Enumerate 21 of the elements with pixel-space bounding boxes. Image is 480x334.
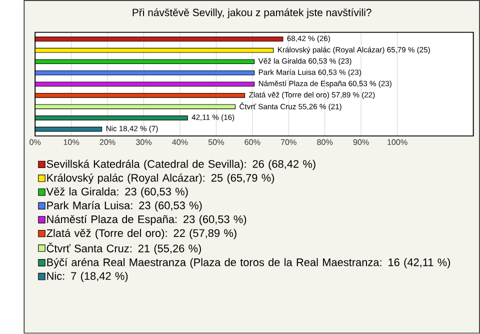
- legend-label: Královský palác (Royal Alcázar): 25 (65,79 %): [47, 174, 274, 184]
- legend-label: Náměstí Plaza de España: 23 (60,53 %): [47, 215, 246, 226]
- x-tick-label: 40%: [172, 139, 188, 146]
- chart-title: Při návštěvě Sevilly, jakou z památek jste navštívili?: [132, 8, 372, 18]
- x-tick-label: 50%: [208, 139, 224, 146]
- legend-label: Věž la Giralda: 23 (60,53 %): [46, 188, 188, 198]
- legend-label: Býčí aréna Real Maestranza (Plaza de toros de la Real Maestranza: 16 (42,11 %): [47, 258, 450, 268]
- legend-label: Sevillská Katedrála (Catedral de Sevilla): 26 (68,42 %): [46, 160, 316, 170]
- legend-label: Zlatá věž (Torre del oro): 22 (57,89 %): [46, 228, 236, 240]
- x-tick-label: 60%: [244, 139, 260, 146]
- x-tick-label: 100%: [388, 139, 408, 146]
- x-tick-label: 90%: [353, 139, 369, 146]
- x-tick-label: 0%: [30, 139, 41, 146]
- x-tick-label: 70%: [280, 139, 296, 146]
- legend-label: Park María Luisa: 23 (60,53 %): [47, 201, 202, 212]
- legend-label: Čtvrť Santa Cruz: 21 (55,26 %): [46, 242, 201, 255]
- x-tick-label: 80%: [317, 139, 333, 146]
- x-tick-label: 30%: [136, 139, 152, 146]
- legend-label: Nic: 7 (18,42 %): [47, 272, 128, 282]
- x-tick-label: 10%: [64, 139, 80, 146]
- x-tick-label: 20%: [100, 139, 116, 146]
